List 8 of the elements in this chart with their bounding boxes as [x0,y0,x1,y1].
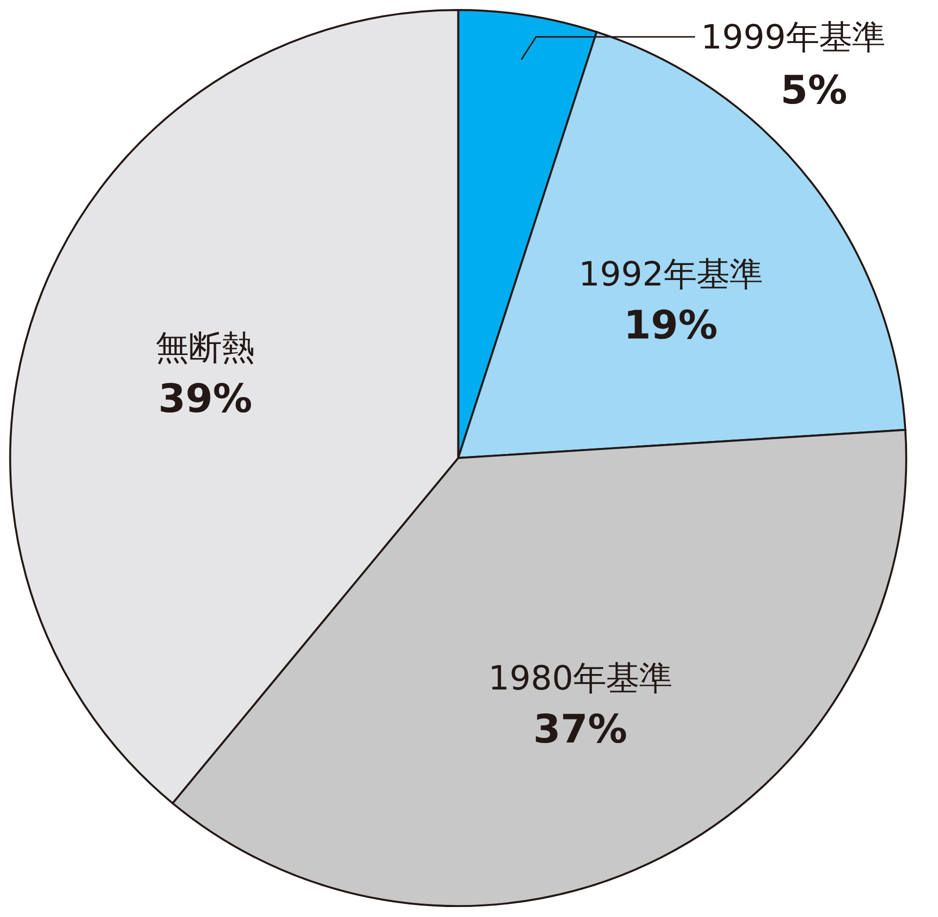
slice-label: 1992年基準 [578,254,763,294]
data-label: 37% [533,708,628,753]
slice-label: 1980年基準 [488,658,672,698]
data-label: 19% [624,303,718,348]
slice-label: 無断熱 [156,328,255,368]
data-label: 39% [158,377,252,422]
data-label: 5% [780,68,848,114]
slice-label: 1999年基準 [700,18,885,57]
